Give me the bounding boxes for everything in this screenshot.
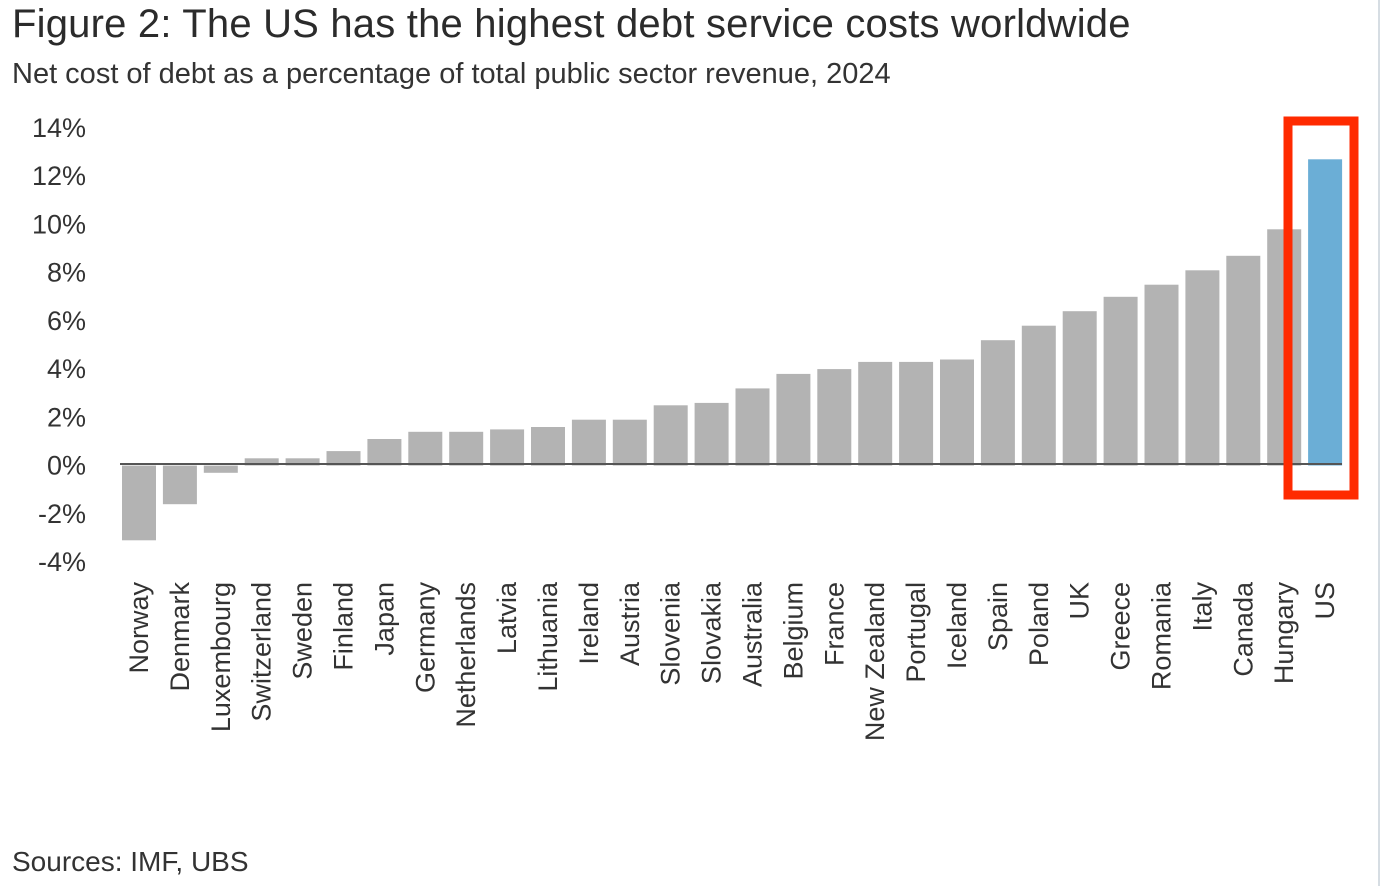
x-tick-label: Portugal	[901, 582, 931, 683]
x-tick-label: New Zealand	[860, 582, 890, 741]
source-note: Sources: IMF, UBS	[12, 846, 249, 877]
bar-slovakia	[694, 402, 729, 466]
y-tick-label: 8%	[47, 258, 86, 288]
bar-norway	[122, 465, 156, 541]
x-tick-label: Poland	[1024, 582, 1054, 666]
bar-australia	[735, 388, 770, 466]
x-tick-label: Slovakia	[697, 581, 727, 684]
bar-switzerland	[244, 458, 279, 466]
bar-slovenia	[653, 405, 688, 466]
x-tick-label: Latvia	[492, 581, 522, 654]
x-tick-label: Lithuania	[533, 581, 563, 692]
x-tick-label: UK	[1065, 582, 1095, 620]
bar-greece	[1103, 296, 1138, 466]
bar-finland	[326, 451, 361, 466]
bar-uk	[1062, 311, 1097, 466]
x-tick-label: Austria	[615, 581, 645, 666]
x-tick-label: Norway	[124, 582, 154, 674]
bar-spain	[980, 340, 1015, 466]
bars	[122, 159, 1343, 541]
bar-luxembourg	[203, 465, 238, 473]
x-tick-label: Belgium	[778, 582, 808, 680]
bar-france	[817, 369, 852, 466]
frame-edge	[1378, 0, 1380, 886]
x-tick-label: Germany	[410, 582, 440, 694]
bar-canada	[1226, 255, 1261, 466]
chart-subtitle: Net cost of debt as a percentage of tota…	[12, 58, 891, 90]
x-tick-label: Denmark	[165, 582, 195, 692]
y-tick-label: 6%	[47, 306, 86, 336]
x-tick-label: France	[819, 582, 849, 666]
bar-austria	[612, 419, 647, 466]
x-tick-label: Luxembourg	[206, 582, 236, 732]
bar-latvia	[490, 429, 525, 466]
x-tick-label: Italy	[1187, 582, 1217, 632]
bar-germany	[408, 431, 443, 466]
bar-us	[1308, 159, 1343, 466]
y-tick-label: 0%	[47, 451, 86, 481]
x-tick-label: Japan	[369, 582, 399, 656]
bar-denmark	[162, 465, 197, 505]
y-tick-label: 4%	[47, 354, 86, 384]
x-tick-label: Slovenia	[656, 581, 686, 686]
bar-ireland	[571, 419, 606, 466]
x-tick-label: Canada	[1228, 581, 1258, 677]
y-tick-label: -2%	[38, 499, 86, 529]
x-tick-label: Greece	[1106, 582, 1136, 671]
x-tick-label: Ireland	[574, 582, 604, 665]
bar-poland	[1021, 325, 1056, 466]
bar-sweden	[285, 458, 320, 466]
y-tick-label: 10%	[32, 209, 86, 239]
x-tick-label: US	[1310, 582, 1340, 620]
chart-title: Figure 2: The US has the highest debt se…	[12, 2, 1131, 46]
x-tick-label: Australia	[738, 581, 768, 687]
x-tick-label: Romania	[1147, 581, 1177, 690]
x-tick-label: Hungary	[1269, 582, 1299, 685]
y-tick-label: 14%	[32, 113, 86, 143]
bar-iceland	[940, 359, 974, 466]
bar-new-zealand	[858, 361, 893, 466]
y-tick-label: -4%	[38, 547, 86, 577]
x-tick-label: Spain	[983, 582, 1013, 651]
bar-lithuania	[531, 427, 565, 466]
y-tick-label: 12%	[32, 161, 86, 191]
x-tick-label: Switzerland	[247, 582, 277, 722]
us-highlight-box	[1283, 116, 1359, 500]
x-tick-label: Finland	[329, 582, 359, 671]
bar-belgium	[776, 373, 811, 466]
bar-chart: 14% 12% 10% 8% 6% 4% 2% 0% -2% -4% Norway Denmark L…	[32, 113, 1359, 741]
bar-netherlands	[449, 431, 484, 466]
x-tick-label: Sweden	[288, 582, 318, 680]
y-axis: 14% 12% 10% 8% 6% 4% 2% 0% -2% -4%	[32, 113, 86, 577]
x-tick-label: Iceland	[942, 582, 972, 669]
bar-italy	[1185, 270, 1220, 466]
bar-japan	[367, 439, 402, 466]
bar-portugal	[899, 361, 934, 466]
x-tick-label: Netherlands	[451, 582, 481, 728]
bar-romania	[1144, 284, 1179, 466]
y-tick-label: 2%	[47, 402, 86, 432]
x-axis-labels: Norway Denmark Luxembourg Switzerland Sweden…	[124, 581, 1340, 741]
